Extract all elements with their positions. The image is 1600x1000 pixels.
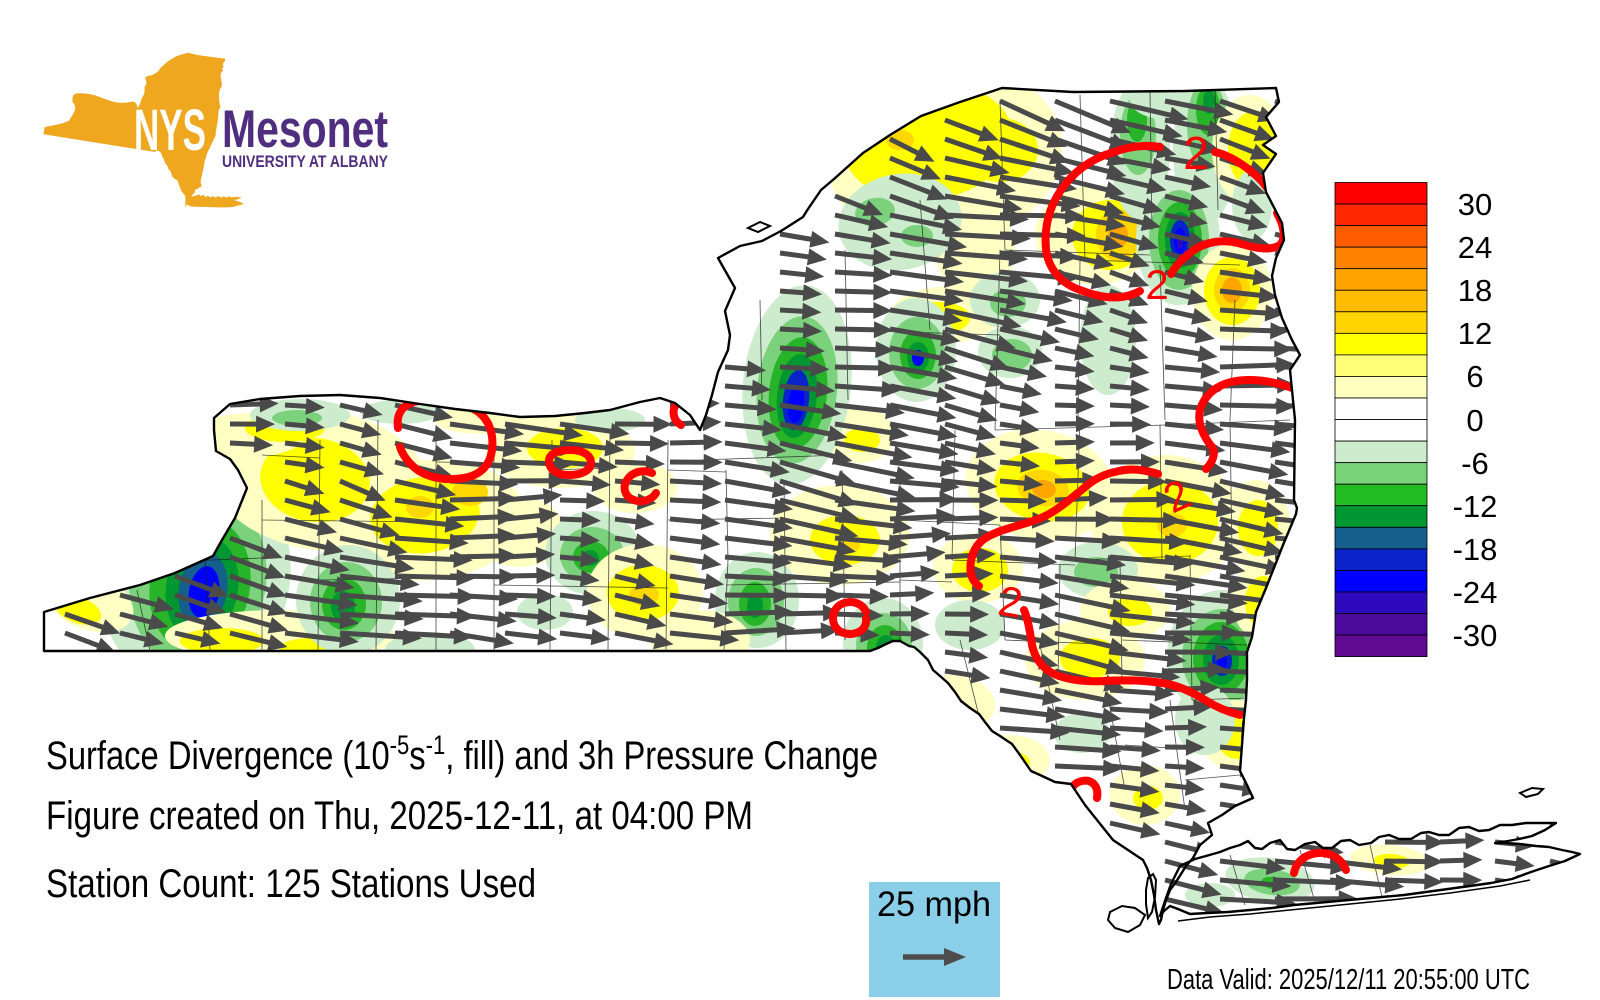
svg-text:24: 24 — [1458, 230, 1492, 265]
svg-text:UNIVERSITY AT ALBANY: UNIVERSITY AT ALBANY — [222, 153, 388, 171]
svg-text:25 mph: 25 mph — [877, 885, 991, 924]
svg-text:18: 18 — [1458, 273, 1492, 308]
svg-text:Mesonet: Mesonet — [222, 100, 388, 159]
svg-text:Data Valid: 2025/12/11 20:55:0: Data Valid: 2025/12/11 20:55:00 UTC — [1167, 964, 1530, 996]
svg-text:-24: -24 — [1453, 575, 1498, 610]
svg-text:-18: -18 — [1453, 532, 1498, 567]
svg-text:2: 2 — [1183, 127, 1209, 179]
svg-text:2: 2 — [1145, 261, 1168, 308]
svg-text:0: 0 — [1466, 403, 1483, 438]
svg-text:-12: -12 — [1453, 489, 1498, 524]
svg-text:-6: -6 — [1461, 446, 1489, 481]
svg-text:Figure created on Thu, 2025-12: Figure created on Thu, 2025-12-11, at 04… — [46, 794, 753, 838]
svg-text:30: 30 — [1458, 187, 1492, 222]
svg-text:6: 6 — [1466, 359, 1483, 394]
svg-text:NYS: NYS — [134, 98, 206, 163]
svg-text:Surface Divergence (10-5s-1, f: Surface Divergence (10-5s-1, fill) and 3… — [46, 731, 878, 778]
svg-text:Station Count: 125 Stations Us: Station Count: 125 Stations Used — [46, 862, 536, 906]
svg-text:-30: -30 — [1453, 618, 1498, 653]
svg-text:12: 12 — [1458, 316, 1492, 351]
